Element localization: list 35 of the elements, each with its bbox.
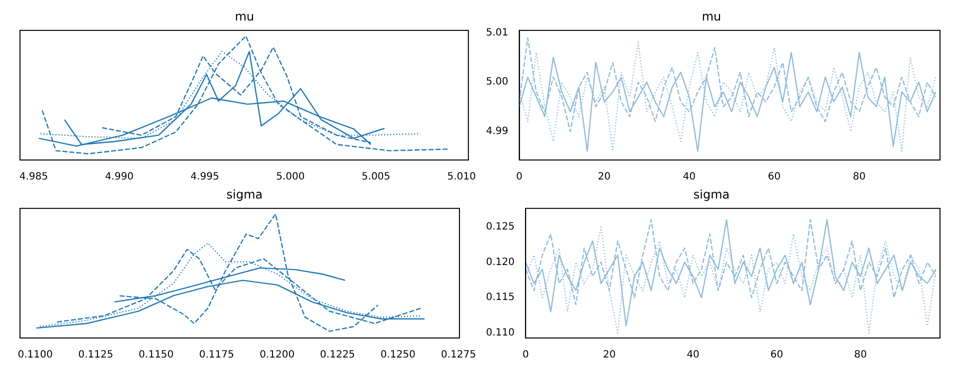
x-tick-label: 80 — [854, 350, 867, 361]
y-tick-label: 0.120 — [486, 256, 515, 268]
y-tick-label: 5.01 — [486, 27, 508, 38]
x-tick-label: 0 — [516, 172, 522, 183]
y-tick-label: 0.115 — [486, 292, 515, 304]
x-tick-label: 60 — [770, 350, 784, 361]
x-tick-label: 20 — [598, 172, 611, 183]
x-tick-label: 0.1125 — [78, 350, 114, 361]
y-tick-label: 4.99 — [486, 126, 508, 138]
x-tick-label: 60 — [768, 172, 781, 183]
chart-title: sigma — [226, 187, 263, 202]
x-tick-label: 4.990 — [104, 172, 134, 183]
x-tick-label: 5.000 — [276, 172, 305, 183]
x-tick-label: 5.010 — [447, 172, 476, 183]
chart-title: mu — [234, 9, 254, 24]
x-tick-label: 0.1175 — [199, 350, 234, 361]
x-tick-label: 40 — [682, 172, 696, 183]
x-tick-label: 5.005 — [362, 172, 390, 183]
y-tick-label: 0.110 — [486, 328, 515, 339]
y-tick-label: 5.00 — [486, 76, 508, 88]
chart-title: sigma — [693, 187, 730, 202]
x-tick-label: 40 — [686, 350, 700, 361]
x-tick-label: 0.1250 — [380, 350, 416, 361]
x-tick-label: 0.1225 — [320, 350, 356, 361]
x-tick-label: 0.1150 — [138, 350, 174, 361]
x-tick-label: 20 — [602, 350, 616, 361]
x-tick-label: 0.1275 — [440, 350, 476, 361]
x-tick-label: 4.995 — [190, 172, 220, 183]
x-tick-label: 80 — [852, 172, 866, 183]
x-tick-label: 0 — [522, 350, 529, 361]
x-tick-label: 0.1100 — [18, 350, 53, 361]
y-tick-label: 0.125 — [486, 221, 515, 232]
chart-title: mu — [702, 9, 722, 24]
x-tick-label: 4.985 — [19, 172, 48, 183]
x-tick-label: 0.1200 — [260, 350, 295, 361]
